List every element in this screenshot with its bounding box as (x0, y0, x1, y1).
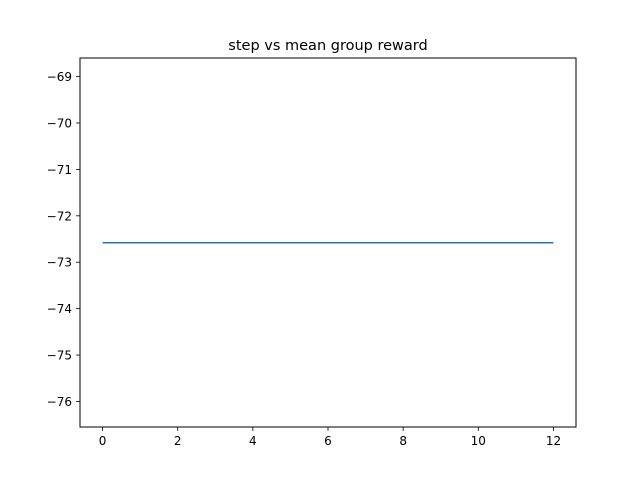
y-tick-label: −75 (47, 349, 72, 363)
x-axis: 0 2 4 6 8 10 12 (99, 427, 561, 448)
x-tick-label: 8 (399, 434, 407, 448)
y-tick-label: −69 (47, 70, 72, 84)
plot-area-frame (79, 57, 577, 428)
x-tick-label: 6 (324, 434, 332, 448)
y-tick-label: −71 (47, 163, 72, 177)
y-tick-label: −73 (47, 256, 72, 270)
y-tick-label: −70 (47, 116, 72, 130)
y-tick-label: −72 (47, 209, 72, 223)
x-tick-label: 2 (174, 434, 182, 448)
x-tick-label: 4 (249, 434, 257, 448)
x-tick-label: 10 (471, 434, 486, 448)
x-tick-label: 12 (546, 434, 561, 448)
x-tick-label: 0 (99, 434, 107, 448)
y-axis: −69 −70 −71 −72 −73 −74 −75 −76 (47, 70, 80, 409)
chart-title: step vs mean group reward (228, 38, 427, 54)
y-tick-label: −76 (47, 395, 72, 409)
y-tick-label: −74 (47, 302, 72, 316)
